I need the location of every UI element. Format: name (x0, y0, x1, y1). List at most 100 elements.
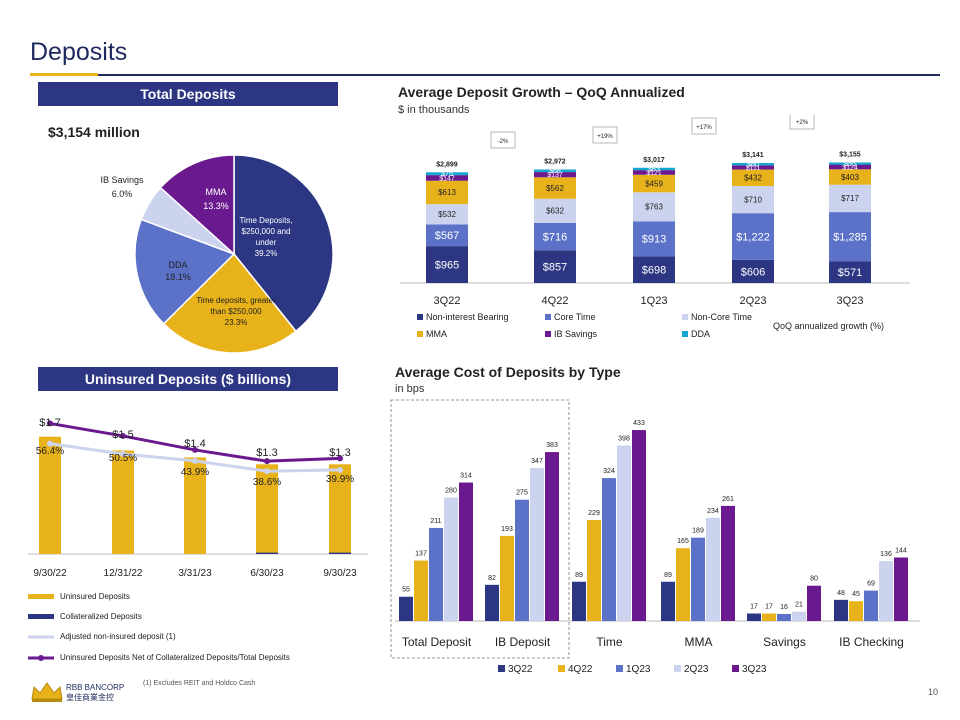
cost-value-label: 80 (810, 576, 818, 583)
pct-line-point (264, 458, 270, 465)
stacked-bar-segment (732, 163, 774, 166)
x-tick-label: 4Q22 (542, 295, 569, 307)
cost-value-label: 136 (880, 551, 892, 558)
legend-swatch (682, 314, 688, 320)
cost-value-label: 89 (575, 572, 583, 579)
cost-bar (587, 520, 601, 621)
stacked-bar-segment (633, 192, 675, 222)
cost-bar (691, 537, 705, 621)
cost-bar (572, 581, 586, 621)
x-tick-label: 1Q23 (641, 295, 668, 307)
cost-value-label: 193 (501, 526, 513, 533)
cost-bar (676, 548, 690, 621)
stacked-bar-segment (829, 212, 871, 262)
collateralized-bar (256, 552, 278, 554)
pie-slice-value: 13.3% (203, 201, 229, 211)
cost-bar (879, 561, 893, 621)
qoq-growth-label: +17% (696, 125, 712, 131)
cost-bar (706, 517, 720, 621)
cost-bar (777, 613, 791, 621)
bar-total-label: $3,141 (742, 152, 764, 159)
x-tick-label: 12/31/22 (104, 568, 143, 579)
segment-value-label: $55 (844, 161, 856, 168)
pie-slice-label: Time Deposits, (239, 216, 292, 225)
cost-value-label: 275 (516, 490, 528, 497)
pie-slice-label: Time deposits, greater (196, 296, 276, 305)
segment-value-label: $137 (547, 172, 563, 179)
cost-bar (500, 535, 514, 621)
legend-label: IB Savings (554, 329, 598, 339)
bar-total-label: $3,017 (643, 157, 665, 164)
bar-total-label: $2,972 (544, 158, 566, 165)
segment-value-label: $571 (838, 267, 862, 279)
legend-swatch (28, 614, 54, 619)
stacked-bar-segment (732, 213, 774, 260)
segment-value-label: $710 (744, 195, 762, 204)
segment-value-label: $913 (642, 234, 666, 246)
cost-bar (459, 482, 473, 621)
legend-swatch (732, 665, 739, 672)
cost-bar (399, 596, 413, 621)
segment-value-label: $68 (549, 168, 561, 175)
stacked-bar-segment (534, 172, 576, 178)
legend-swatch (558, 665, 565, 672)
x-tick-label: 6/30/23 (250, 568, 284, 579)
cost-bar (632, 430, 646, 621)
cost-bar (747, 613, 761, 621)
segment-value-label: $613 (438, 188, 456, 197)
stacked-bar-segment (426, 224, 468, 247)
cost-value-label: 165 (677, 538, 689, 545)
cost-bar (807, 585, 821, 621)
cost-bar (414, 560, 428, 621)
cost-value-label: 21 (795, 602, 803, 609)
legend-swatch (545, 314, 551, 320)
bar-total-label: $2,899 (436, 161, 458, 168)
cost-value-label: 280 (445, 488, 457, 495)
pct-value-label: 39.9% (326, 474, 354, 485)
total-deposits-amount: $3,154 million (48, 124, 140, 140)
cost-bar (721, 505, 735, 621)
x-tick-label: IB Checking (839, 635, 904, 649)
legend-swatch (417, 331, 423, 337)
cost-bar (485, 584, 499, 621)
segment-value-label: $606 (741, 266, 765, 278)
uninsured-bar (112, 450, 134, 554)
qoq-growth-label: +2% (796, 120, 809, 126)
qoq-growth-box (789, 115, 815, 130)
legend-swatch (28, 594, 54, 599)
pie-slice-label: than $250,000 (210, 307, 262, 316)
pct-line-point (192, 446, 198, 453)
legend-label: Non-Core Time (691, 312, 752, 322)
pct-value-label: 38.6% (253, 477, 281, 488)
page-number: 10 (928, 687, 939, 697)
uninsured-bar (329, 464, 351, 554)
total-deposits-banner: Total Deposits (38, 82, 338, 106)
legend-label: Collateralized Deposits (60, 612, 142, 621)
collateralized-bar (329, 552, 351, 554)
stacked-bar-segment (633, 221, 675, 257)
legend-swatch (616, 665, 623, 672)
avg-growth-stacked-bar-chart: $965 $567 $532 $613 $147$75 $2,899 3Q22 $857 $71… (400, 115, 910, 339)
stacked-bar-segment (829, 169, 871, 185)
legend-swatch (682, 331, 688, 337)
stacked-bar-segment (426, 204, 468, 225)
pie-slice-label: under (256, 238, 277, 247)
segment-value-label: $403 (841, 173, 859, 182)
legend-label: DDA (691, 329, 710, 339)
cost-value-label: 189 (692, 528, 704, 535)
pct-line-point (337, 455, 343, 462)
pct-value-label: 43.9% (181, 467, 209, 478)
stacked-bar-segment (534, 250, 576, 283)
segment-value-label: $60 (747, 162, 759, 169)
stacked-bar-segment (829, 162, 871, 165)
cost-bar (545, 452, 559, 621)
bar-value-label: $1.3 (256, 447, 277, 459)
stacked-bar-segment (633, 170, 675, 175)
x-tick-label: 2Q23 (740, 295, 767, 307)
qoq-growth-label: +19% (597, 134, 613, 140)
logo-chinese-name: 皇佳商業金控 (66, 693, 114, 702)
legend-label: 3Q22 (508, 664, 533, 675)
x-tick-label: MMA (685, 635, 713, 649)
segment-value-label: $111 (746, 165, 761, 172)
bar-value-label: $1.4 (184, 438, 205, 450)
